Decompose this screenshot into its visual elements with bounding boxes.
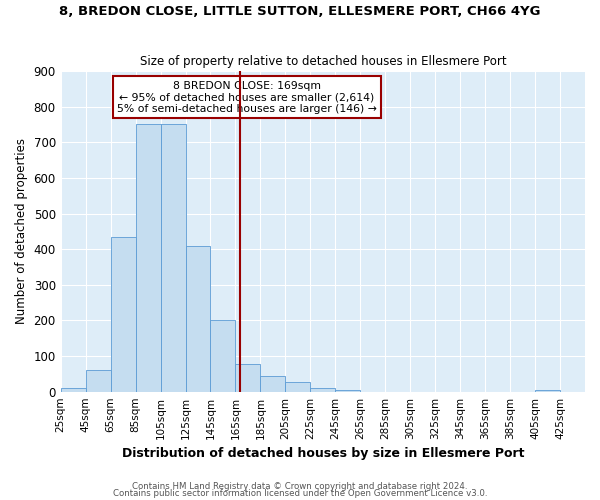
- Bar: [235, 364, 260, 392]
- Bar: [161, 124, 185, 392]
- Title: Size of property relative to detached houses in Ellesmere Port: Size of property relative to detached ho…: [140, 56, 506, 68]
- Bar: [211, 320, 235, 392]
- Bar: [310, 388, 335, 392]
- Bar: [185, 246, 211, 392]
- Text: Contains HM Land Registry data © Crown copyright and database right 2024.: Contains HM Land Registry data © Crown c…: [132, 482, 468, 491]
- Bar: [86, 370, 110, 392]
- Y-axis label: Number of detached properties: Number of detached properties: [15, 138, 28, 324]
- Text: 8 BREDON CLOSE: 169sqm
← 95% of detached houses are smaller (2,614)
5% of semi-d: 8 BREDON CLOSE: 169sqm ← 95% of detached…: [117, 80, 377, 114]
- Text: 8, BREDON CLOSE, LITTLE SUTTON, ELLESMERE PORT, CH66 4YG: 8, BREDON CLOSE, LITTLE SUTTON, ELLESMER…: [59, 5, 541, 18]
- Bar: [335, 390, 360, 392]
- Bar: [136, 124, 161, 392]
- Text: Contains public sector information licensed under the Open Government Licence v3: Contains public sector information licen…: [113, 489, 487, 498]
- X-axis label: Distribution of detached houses by size in Ellesmere Port: Distribution of detached houses by size …: [122, 447, 524, 460]
- Bar: [260, 376, 286, 392]
- Bar: [286, 382, 310, 392]
- Bar: [535, 390, 560, 392]
- Bar: [61, 388, 86, 392]
- Bar: [110, 236, 136, 392]
